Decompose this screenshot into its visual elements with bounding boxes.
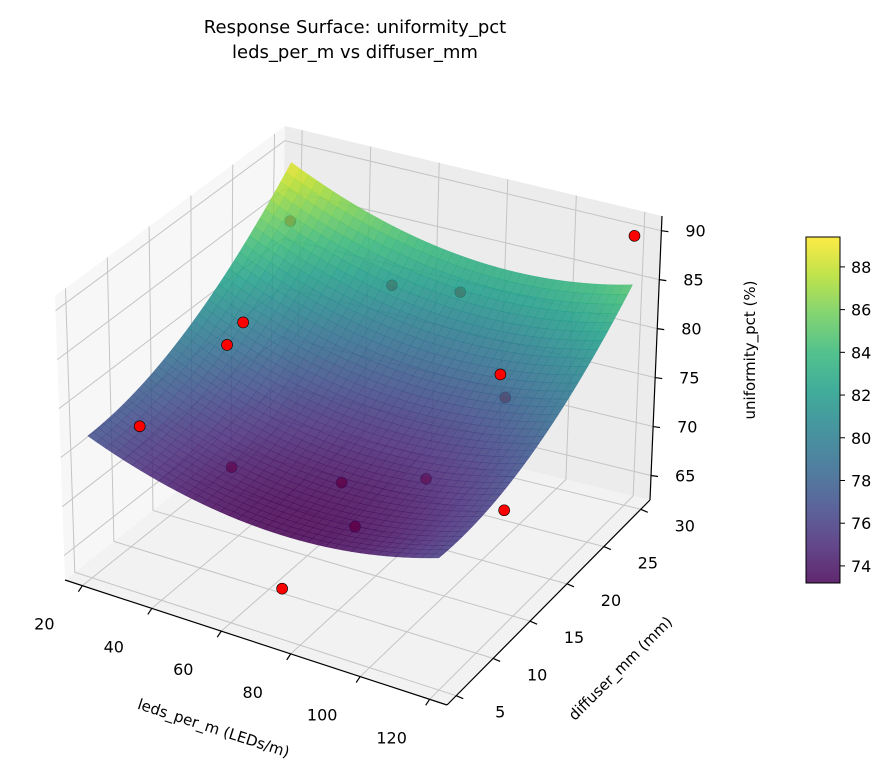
z-tick — [650, 474, 659, 478]
x-tick — [216, 630, 222, 638]
y-tick — [566, 583, 575, 588]
data-point — [494, 368, 507, 381]
data-point — [276, 582, 288, 595]
x-tick-label: 60 — [173, 660, 193, 679]
data-point — [237, 316, 249, 329]
x-tick — [77, 585, 83, 593]
colorbar-tick-label: 84 — [851, 343, 871, 362]
back-gridline-x — [632, 211, 646, 496]
y-tick — [529, 620, 538, 625]
z-tick — [657, 328, 665, 331]
chart-subtitle: leds_per_m vs diffuser_mm — [232, 42, 478, 63]
z-axis-line — [649, 215, 663, 501]
y-tick — [455, 695, 464, 700]
z-tick-label: 65 — [675, 467, 695, 486]
y-tick — [492, 657, 501, 662]
y-tick — [603, 546, 612, 551]
x-axis-line — [64, 579, 448, 706]
z-tick — [655, 376, 663, 380]
colorbar-tick-label: 88 — [851, 258, 871, 277]
colorbar-tick-label: 82 — [851, 386, 871, 405]
chart-title: Response Surface: uniformity_pct — [204, 17, 506, 38]
data-point — [498, 504, 510, 517]
x-tick-label: 100 — [307, 706, 338, 725]
axis-lines: 20 40 60 80 100 120 5 10 15 20 25 30 65 70 75 80 85 90 — [34, 215, 706, 747]
data-point — [133, 420, 146, 433]
x-tick-label: 120 — [376, 728, 407, 747]
y-tick-label: 25 — [638, 554, 658, 573]
left-gridline-z — [56, 189, 285, 361]
floor-gridline-y — [152, 509, 531, 622]
data-point — [628, 230, 641, 242]
colorbar-tick-label: 74 — [851, 557, 871, 576]
z-tick-label: 90 — [685, 222, 705, 241]
y-tick-label: 10 — [527, 665, 547, 684]
z-tick-label: 80 — [681, 320, 701, 339]
back-gridline-z — [284, 140, 662, 232]
surface-patch — [429, 553, 445, 559]
x-axis-label: leds_per_m (LEDs/m) — [135, 695, 292, 762]
left-gridline-y — [64, 288, 76, 573]
x-tick — [286, 653, 292, 661]
y-tick-label: 15 — [564, 628, 584, 647]
x-tick — [147, 608, 153, 615]
z-tick-label: 85 — [683, 271, 703, 290]
floor-gridline-x — [429, 495, 634, 700]
y-tick-label: 30 — [675, 516, 695, 535]
colorbar-tick-label: 86 — [851, 301, 871, 320]
z-tick — [661, 230, 669, 233]
floor-gridline-y — [113, 540, 494, 659]
y-axis-line — [446, 499, 651, 706]
colorbar-tick-label: 76 — [851, 514, 871, 533]
left-gridline-z — [55, 140, 286, 312]
z-tick-label: 75 — [679, 369, 699, 388]
x-tick-label: 40 — [104, 637, 124, 656]
y-tick-label: 20 — [601, 591, 621, 610]
y-tick — [640, 508, 649, 513]
x-tick-label: 20 — [34, 615, 54, 634]
y-tick-label: 5 — [495, 703, 505, 722]
colorbar-tick-label: 80 — [851, 429, 871, 448]
colorbar-bar — [805, 236, 841, 584]
left-gridline-y — [106, 257, 115, 542]
colorbar-tick-label: 78 — [851, 471, 871, 490]
x-tick-label: 80 — [243, 683, 263, 702]
z-tick — [653, 425, 661, 429]
x-tick — [425, 698, 431, 706]
z-tick-label: 70 — [677, 418, 697, 437]
z-axis-label: uniformity_pct (%) — [741, 281, 760, 420]
data-point — [221, 339, 233, 351]
floor-gridline-x — [359, 479, 567, 677]
colorbar: 74 76 78 80 82 84 86 88 — [805, 236, 871, 584]
z-tick — [659, 279, 667, 282]
floor-gridline-y — [74, 571, 457, 697]
surface-and-points — [87, 162, 641, 595]
x-tick — [355, 676, 361, 683]
